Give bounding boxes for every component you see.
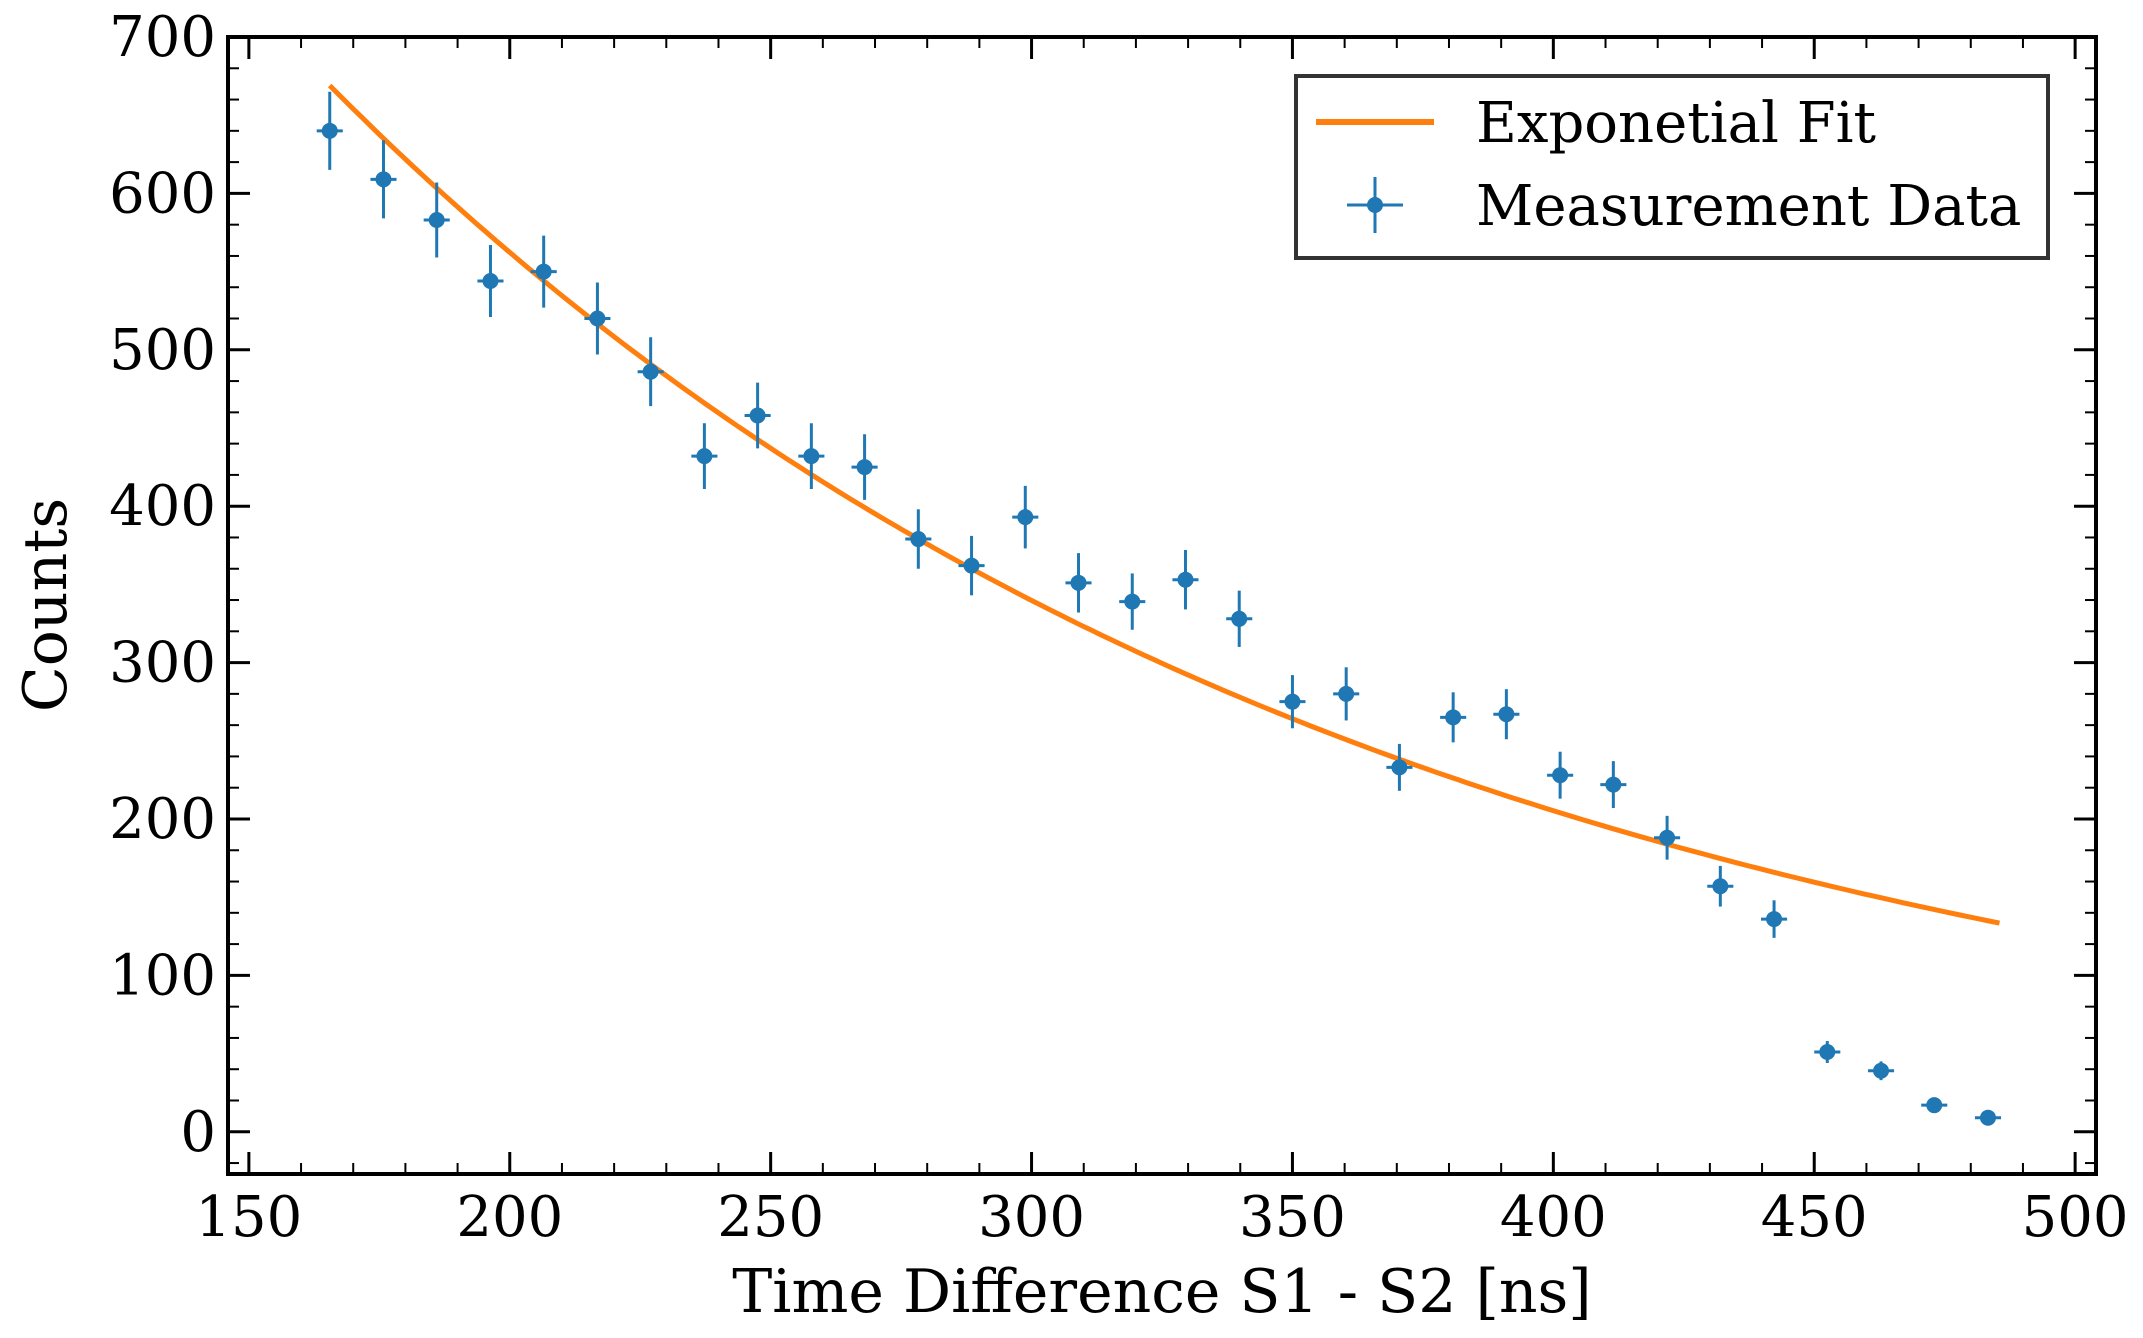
data-point-marker xyxy=(428,211,445,228)
data-point xyxy=(1974,1109,2002,1126)
legend-data-swatch-marker xyxy=(1367,197,1383,213)
data-point-marker xyxy=(642,363,659,380)
data-point xyxy=(1547,751,1574,799)
data-point xyxy=(1065,553,1092,613)
data-point-marker xyxy=(803,448,820,465)
data-point-marker xyxy=(749,407,766,424)
data-point xyxy=(584,282,611,355)
data-point-marker xyxy=(1819,1044,1836,1061)
data-point xyxy=(423,182,450,258)
data-point-marker xyxy=(1284,693,1301,710)
data-point-marker xyxy=(1445,709,1462,726)
data-point-marker xyxy=(482,272,499,289)
data-point xyxy=(1172,549,1199,610)
measurement-data-points xyxy=(316,91,2002,1126)
x-axis-label: Time Difference S1 - S2 [ns] xyxy=(732,1257,1591,1327)
data-point xyxy=(1707,865,1734,907)
data-point xyxy=(477,245,504,317)
data-point xyxy=(1119,573,1146,630)
data-point xyxy=(1226,590,1253,647)
data-point-marker xyxy=(1017,509,1034,526)
y-tick-label: 700 xyxy=(109,5,216,70)
x-tick-label: 250 xyxy=(717,1185,824,1250)
x-tick-label: 400 xyxy=(1500,1185,1607,1250)
data-point xyxy=(798,423,825,489)
data-point-marker xyxy=(696,448,713,465)
legend: Exponetial Fit Measurement Data xyxy=(1294,74,2050,260)
y-tick-label: 500 xyxy=(109,318,216,383)
data-point-marker xyxy=(856,459,873,476)
y-tick-label: 100 xyxy=(109,943,216,1008)
y-tick-label: 300 xyxy=(109,631,216,696)
data-point xyxy=(744,382,771,449)
data-point-marker xyxy=(1338,685,1355,702)
axis-tick-labels: 150 200 250 300 350 400 450 500 0 100 200 300 400 500… xyxy=(109,5,2128,1250)
data-point-marker xyxy=(1552,767,1569,784)
data-point-marker xyxy=(1659,829,1676,846)
data-point-marker xyxy=(1070,574,1087,591)
data-point xyxy=(1493,689,1520,740)
data-point-marker xyxy=(1766,911,1783,928)
y-tick-label: 600 xyxy=(109,161,216,226)
data-point xyxy=(1279,675,1306,729)
x-tick-label: 500 xyxy=(2022,1185,2129,1250)
x-tick-label: 150 xyxy=(195,1185,302,1250)
data-point xyxy=(1440,692,1467,743)
data-point xyxy=(316,91,343,170)
exponential-fit-line xyxy=(327,83,2000,926)
data-point-marker xyxy=(1124,593,1141,610)
data-point-marker xyxy=(321,122,338,139)
data-point xyxy=(1921,1097,1948,1114)
data-point-marker xyxy=(1231,610,1248,627)
data-point xyxy=(1654,815,1681,860)
data-point-marker xyxy=(589,310,606,327)
data-point-marker xyxy=(1979,1109,1996,1126)
x-tick-label: 450 xyxy=(1761,1185,1868,1250)
data-point xyxy=(1333,667,1360,721)
data-point xyxy=(691,423,718,489)
data-point xyxy=(1386,743,1413,791)
data-point xyxy=(1600,761,1627,809)
x-tick-label: 300 xyxy=(978,1185,1085,1250)
data-point xyxy=(530,235,557,308)
data-point xyxy=(905,509,932,569)
x-tick-label: 350 xyxy=(1239,1185,1346,1250)
data-point-marker xyxy=(910,531,927,548)
legend-fit-label: Exponetial Fit xyxy=(1476,91,1877,156)
data-point xyxy=(1814,1041,1841,1063)
data-point-marker xyxy=(1712,878,1729,895)
data-point-marker xyxy=(1873,1062,1890,1079)
legend-data-label: Measurement Data xyxy=(1476,174,2021,239)
x-tick-label: 200 xyxy=(456,1185,563,1250)
data-point-marker xyxy=(963,557,980,574)
legend-data-swatch xyxy=(1347,177,1403,233)
data-point xyxy=(1761,900,1788,938)
data-point-marker xyxy=(1498,706,1515,723)
data-point-marker xyxy=(1177,571,1194,588)
data-point-marker xyxy=(535,263,552,280)
data-point xyxy=(637,337,664,407)
data-point xyxy=(958,535,985,596)
data-point xyxy=(370,140,397,219)
data-point-marker xyxy=(1391,759,1408,776)
y-axis-label: Counts xyxy=(11,498,81,712)
data-point xyxy=(851,434,878,500)
data-point-marker xyxy=(375,171,392,188)
y-tick-label: 0 xyxy=(180,1100,216,1165)
y-tick-label: 200 xyxy=(109,787,216,852)
data-point xyxy=(1867,1061,1895,1081)
data-point-marker xyxy=(1926,1097,1943,1114)
data-point xyxy=(1012,485,1039,549)
data-point-marker xyxy=(1605,776,1622,793)
y-tick-label: 400 xyxy=(109,474,216,539)
legend-box xyxy=(1294,74,2050,260)
plot-frame xyxy=(226,35,2098,1176)
